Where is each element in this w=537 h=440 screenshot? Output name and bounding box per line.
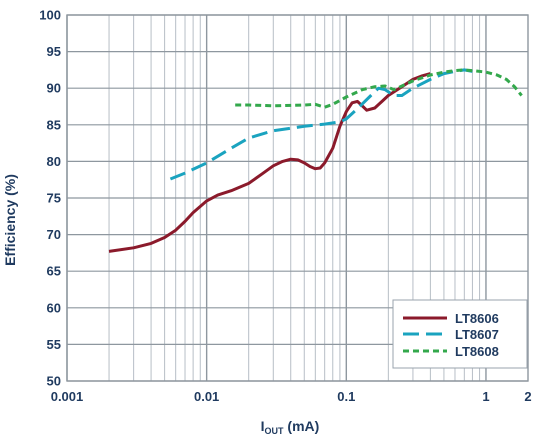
x-tick-label: 0.001	[51, 389, 84, 404]
legend: LT8606 LT8607 LT8608	[392, 299, 528, 369]
x-tick-label: 2	[524, 389, 531, 404]
x-axis-title: IOUT (mA)	[261, 418, 320, 436]
y-tick-label: 70	[47, 227, 61, 242]
y-tick-label: 100	[39, 8, 61, 23]
chart-series	[108, 68, 523, 253]
y-tick-label: 55	[47, 337, 61, 352]
x-tick-label: 0.1	[337, 389, 355, 404]
y-tick-label: 60	[47, 300, 61, 315]
legend-label-lt8608: LT8608	[455, 344, 499, 359]
y-tick-label: 85	[47, 117, 61, 132]
series-line-lt8606	[108, 72, 431, 253]
y-tick-label: 50	[47, 374, 61, 389]
x-tick-label: 1	[482, 389, 489, 404]
y-tick-label: 80	[47, 154, 61, 169]
x-axis-title-unit: (mA)	[284, 418, 320, 434]
legend-label-lt8606: LT8606	[455, 311, 499, 326]
x-tick-labels: 0.001 0.01 0.1 1 2	[51, 389, 532, 404]
y-tick-labels: 50 55 60 65 70 75 80 85 90 95 100	[39, 8, 61, 389]
x-tick-label: 0.01	[194, 389, 219, 404]
legend-label-lt8607: LT8607	[455, 327, 499, 342]
y-tick-label: 75	[47, 191, 61, 206]
y-tick-label: 95	[47, 44, 61, 59]
plot-border	[66, 14, 529, 382]
x-axis-title-main: I	[261, 418, 265, 434]
series-line-lt8608	[235, 68, 523, 109]
y-tick-label: 65	[47, 264, 61, 279]
y-tick-label: 90	[47, 81, 61, 96]
x-axis-title-sub: OUT	[265, 426, 285, 436]
series-line-lt8607	[169, 68, 473, 181]
y-axis-title: Efficiency (%)	[2, 174, 18, 266]
